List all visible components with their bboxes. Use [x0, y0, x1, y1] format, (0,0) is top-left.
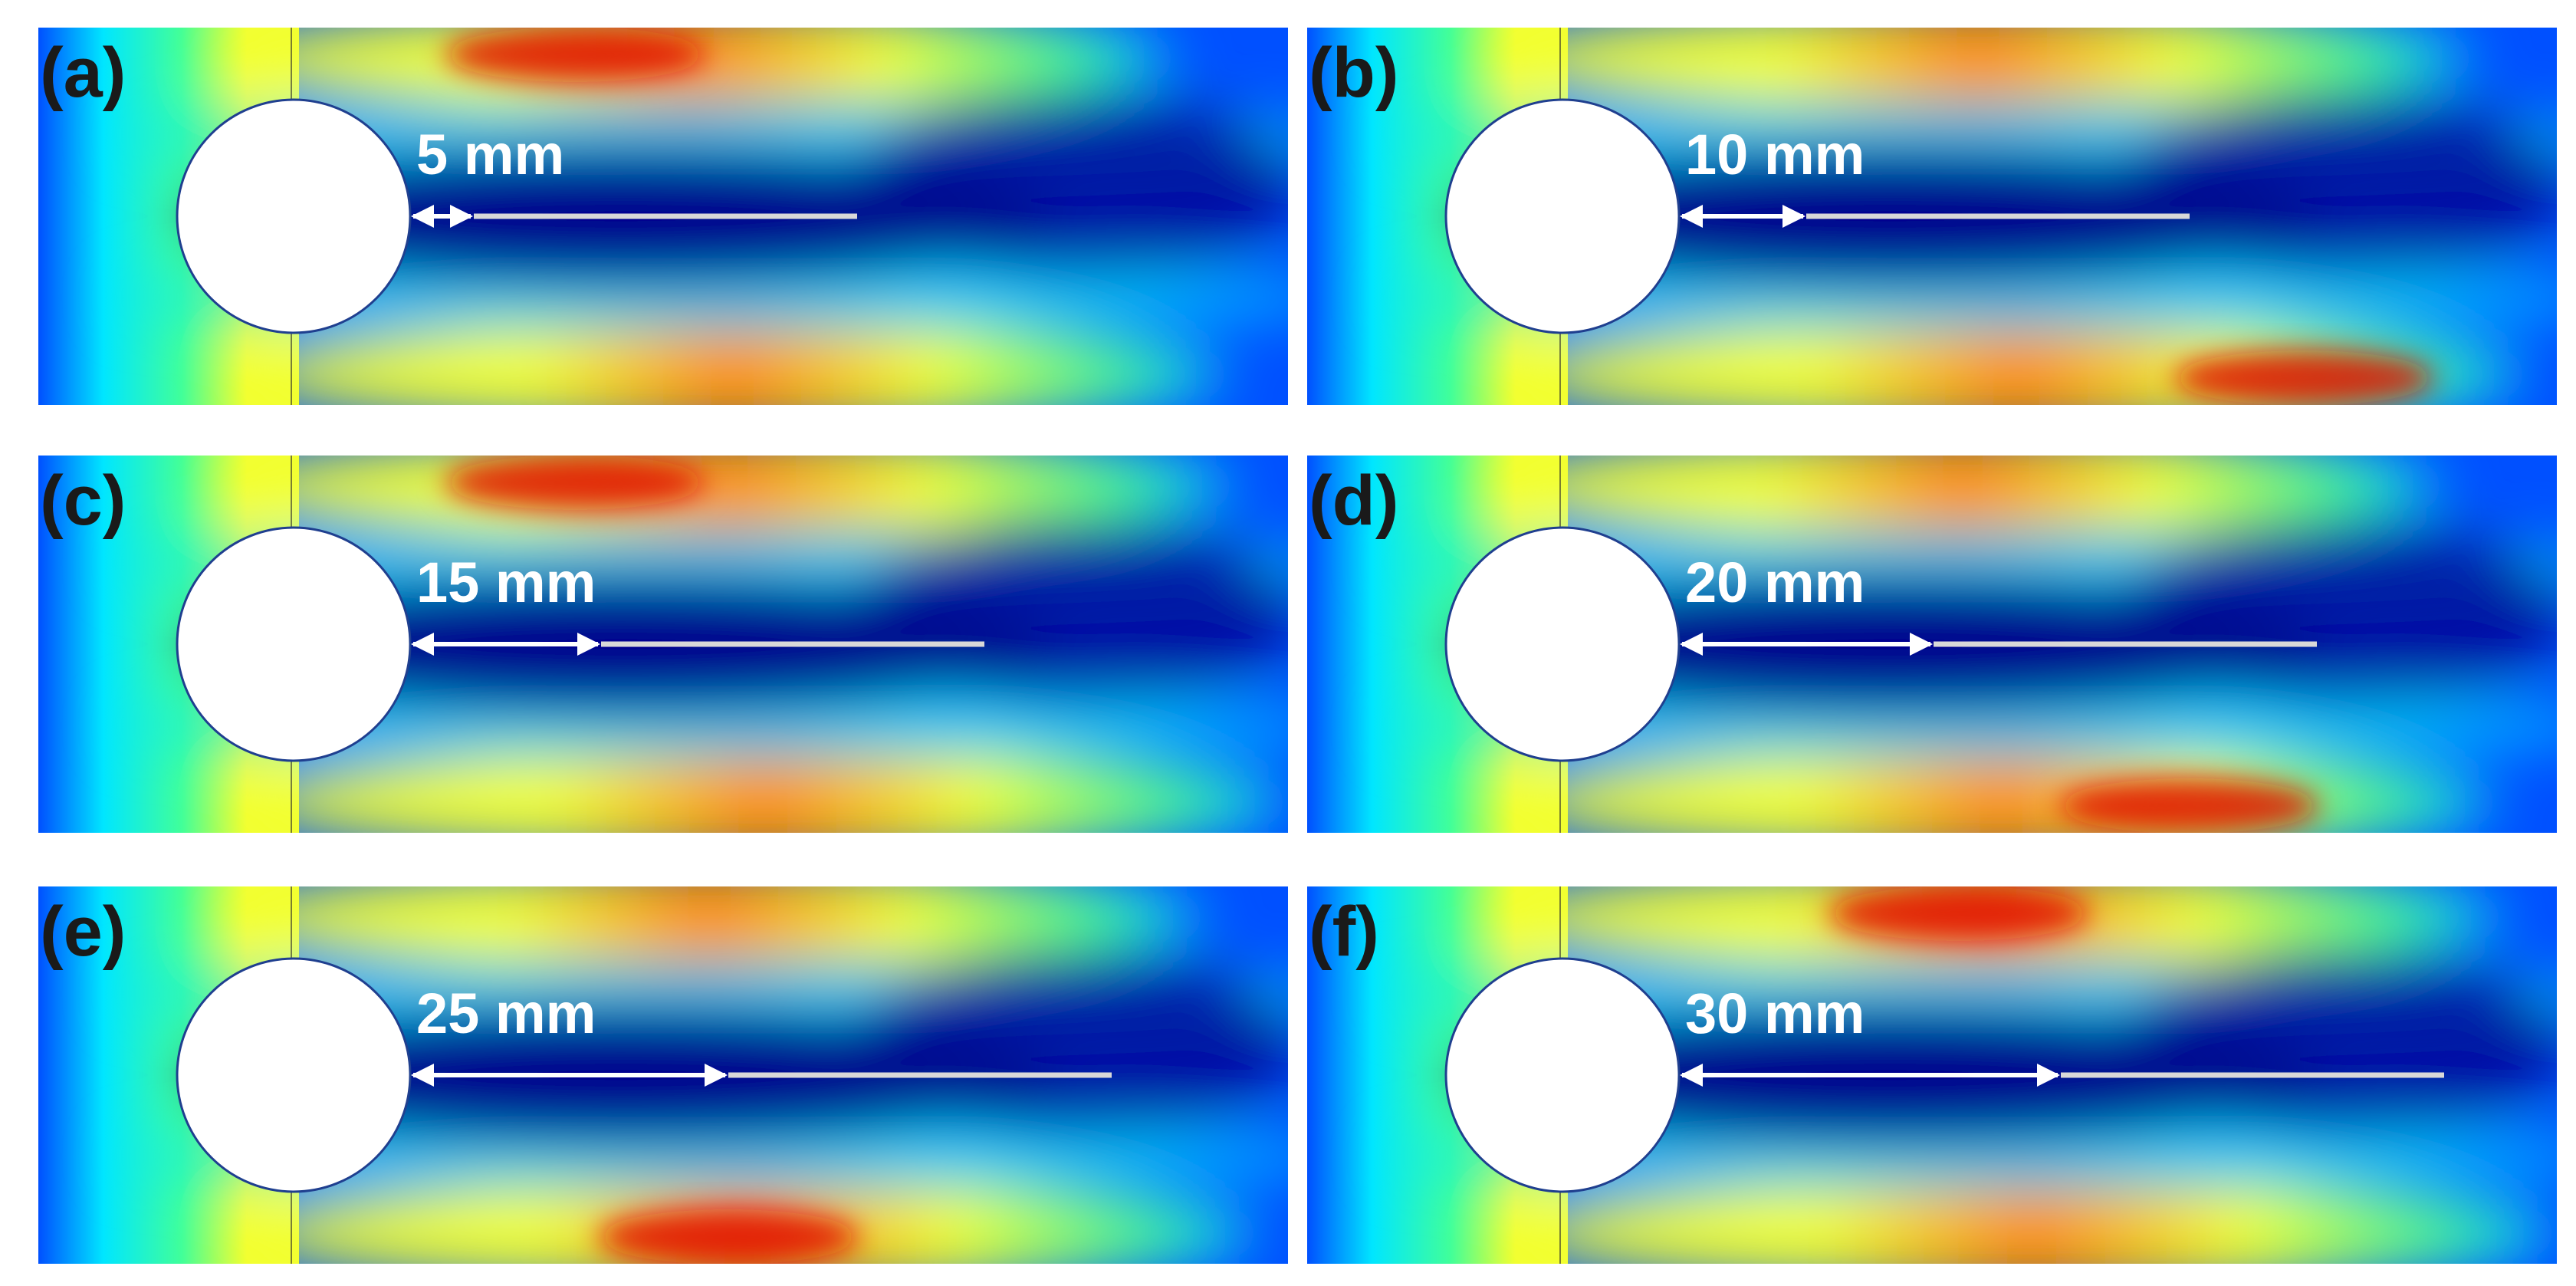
gap-distance-label: 30 mm: [1685, 982, 1865, 1045]
panel-a: 5 mm (a): [38, 28, 1288, 405]
panel-label: (c): [40, 462, 126, 540]
velocity-field: [1307, 28, 2557, 405]
gap-distance-label: 25 mm: [416, 982, 596, 1045]
panel-label: (b): [1309, 34, 1398, 112]
cylinder: [1444, 526, 1681, 762]
panel-label: (d): [1309, 462, 1398, 540]
gap-distance-label: 20 mm: [1685, 551, 1865, 614]
panel-label: (f): [1309, 893, 1379, 971]
panel-d: 20 mm (d): [1307, 456, 2557, 833]
gap-distance-label: 5 mm: [416, 123, 564, 186]
panel-f: 30 mm (f): [1307, 886, 2557, 1264]
panel-e: 25 mm (e): [38, 886, 1288, 1264]
gap-distance-label: 10 mm: [1685, 123, 1865, 186]
velocity-field: [1307, 456, 2557, 833]
gap-distance-label: 15 mm: [416, 551, 596, 614]
panel-label: (e): [40, 893, 126, 971]
velocity-field: [1307, 886, 2557, 1264]
panel-b: 10 mm (b): [1307, 28, 2557, 405]
cylinder: [1444, 98, 1681, 334]
panel-c: 15 mm (c): [38, 456, 1288, 833]
cylinder: [176, 957, 412, 1193]
panel-grid: 5 mm (a) 10 mm (b) 15 mm (c) 20 mm (d) 25 mm (e) 3…: [38, 28, 2557, 1264]
cylinder: [176, 98, 412, 334]
panel-label: (a): [40, 34, 126, 112]
cylinder: [176, 526, 412, 762]
cylinder: [1444, 957, 1681, 1193]
